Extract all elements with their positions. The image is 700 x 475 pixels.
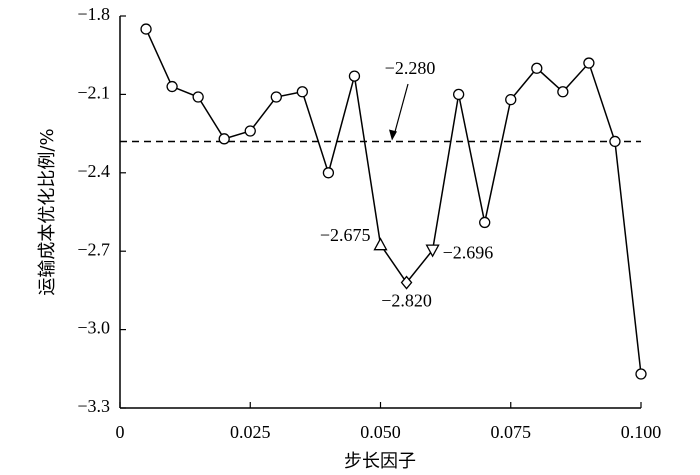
y-tick-label: −2.7 xyxy=(77,239,110,259)
marker xyxy=(140,23,152,35)
y-tick-label: −3.3 xyxy=(77,396,110,416)
x-tick-label: 0 xyxy=(116,422,125,442)
data-label: −2.675 xyxy=(320,225,371,245)
marker xyxy=(373,237,388,251)
reference-arrowhead xyxy=(389,129,397,141)
y-axis-label: 运输成本优化比例/% xyxy=(37,128,58,295)
line xyxy=(145,28,642,375)
y-tick-label: −3.0 xyxy=(77,318,110,338)
y-tick-label: −1.8 xyxy=(77,4,110,24)
x-tick-label: 0.075 xyxy=(491,422,532,442)
x-axis-label: 步长因子 xyxy=(344,451,416,472)
marker xyxy=(425,244,440,258)
marker xyxy=(583,57,595,69)
marker xyxy=(609,135,621,148)
marker xyxy=(505,93,517,106)
y-tick-label: −2.1 xyxy=(77,83,110,103)
marker xyxy=(400,275,413,290)
marker xyxy=(531,62,543,74)
marker xyxy=(635,368,647,380)
y-tick-label: −2.4 xyxy=(77,161,110,181)
marker xyxy=(479,216,491,229)
reference-label: −2.280 xyxy=(385,58,436,78)
marker xyxy=(166,80,178,93)
data-label: −2.696 xyxy=(443,242,494,262)
marker xyxy=(452,88,465,101)
marker xyxy=(557,86,569,98)
reference-arrow xyxy=(393,83,409,136)
marker xyxy=(192,91,204,103)
marker xyxy=(296,86,309,98)
x-tick-label: 0.025 xyxy=(230,422,271,442)
x-tick-label: 0.050 xyxy=(360,422,401,442)
marker xyxy=(322,167,335,179)
marker xyxy=(270,91,282,103)
marker xyxy=(244,125,256,137)
data-label: −2.820 xyxy=(381,291,432,311)
marker xyxy=(348,70,361,82)
marker xyxy=(218,133,230,145)
x-tick-label: 0.100 xyxy=(621,422,662,442)
